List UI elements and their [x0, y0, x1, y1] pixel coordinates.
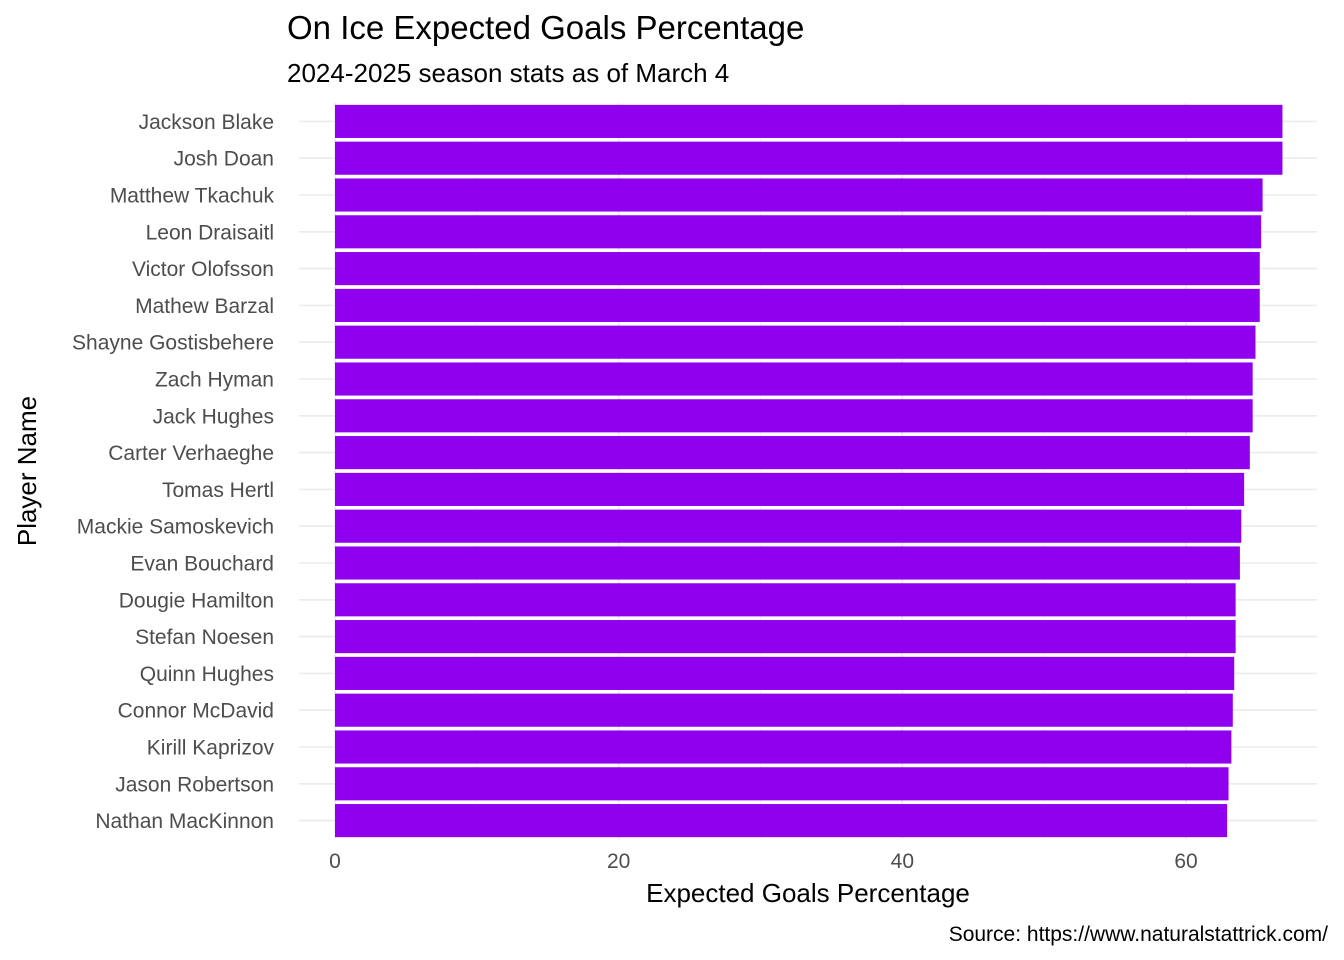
- chart-subtitle: 2024-2025 season stats as of March 4: [287, 58, 729, 88]
- x-tick-label: 0: [329, 850, 341, 873]
- y-tick-label: Zach Hyman: [155, 369, 274, 392]
- y-axis-title: Player Name: [12, 396, 42, 546]
- y-tick-label: Mackie Samoskevich: [77, 516, 274, 539]
- bars: [335, 104, 1283, 838]
- y-tick-label: Connor McDavid: [118, 700, 274, 723]
- y-tick-label: Nathan MacKinnon: [95, 810, 274, 833]
- y-tick-label: Carter Verhaeghe: [108, 442, 274, 465]
- y-tick-label: Quinn Hughes: [140, 663, 274, 686]
- bar: [335, 804, 1228, 838]
- y-tick-label: Matthew Tkachuk: [110, 185, 275, 208]
- bar: [335, 141, 1283, 175]
- bar: [335, 104, 1283, 138]
- y-tick-label: Evan Bouchard: [130, 553, 274, 576]
- chart-title: On Ice Expected Goals Percentage: [287, 9, 804, 46]
- x-tick-label: 60: [1174, 850, 1197, 873]
- y-tick-label: Jason Robertson: [115, 773, 274, 796]
- y-tick-label: Tomas Hertl: [162, 479, 274, 502]
- y-tick-label: Victor Olofsson: [132, 258, 274, 281]
- x-tick-label: 20: [607, 850, 630, 873]
- bar: [335, 215, 1262, 249]
- bar: [335, 509, 1242, 543]
- y-tick-label: Josh Doan: [174, 148, 274, 171]
- bar: [335, 546, 1240, 580]
- source-caption: Source: https://www.naturalstattrick.com…: [949, 923, 1328, 946]
- y-tick-label: Dougie Hamilton: [119, 589, 274, 612]
- bar: [335, 178, 1263, 212]
- y-tick-label: Kirill Kaprizov: [147, 737, 275, 760]
- y-tick-label: Jack Hughes: [153, 405, 274, 428]
- x-tick-label: 40: [891, 850, 914, 873]
- bar: [335, 288, 1260, 322]
- bar: [335, 767, 1229, 801]
- bar: [335, 325, 1256, 359]
- y-tick-label: Stefan Noesen: [135, 626, 274, 649]
- bar: [335, 436, 1250, 470]
- bar: [335, 730, 1232, 764]
- y-tick-label: Mathew Barzal: [135, 295, 274, 318]
- bar: [335, 583, 1236, 617]
- bar: [335, 620, 1236, 654]
- y-tick-label: Leon Draisaitl: [146, 221, 274, 244]
- bar: [335, 656, 1235, 690]
- x-axis-title: Expected Goals Percentage: [646, 878, 970, 908]
- x-axis-tick-labels: 0 20 40 60: [329, 850, 1198, 873]
- y-tick-label: Jackson Blake: [139, 111, 274, 134]
- bar: [335, 399, 1253, 433]
- bar: [335, 693, 1233, 727]
- y-axis-tick-labels: Jackson Blake Josh Doan Matthew Tkachuk Leo…: [72, 111, 274, 833]
- grid-lines: [299, 103, 1317, 839]
- bar: [335, 252, 1260, 286]
- bar: [335, 362, 1253, 396]
- bar: [335, 472, 1245, 506]
- y-tick-label: Shayne Gostisbehere: [72, 332, 274, 355]
